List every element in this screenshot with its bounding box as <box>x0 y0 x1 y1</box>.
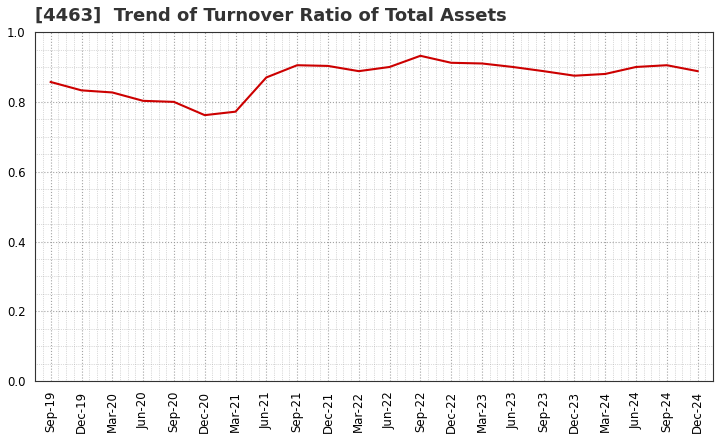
Text: [4463]  Trend of Turnover Ratio of Total Assets: [4463] Trend of Turnover Ratio of Total … <box>35 7 507 25</box>
